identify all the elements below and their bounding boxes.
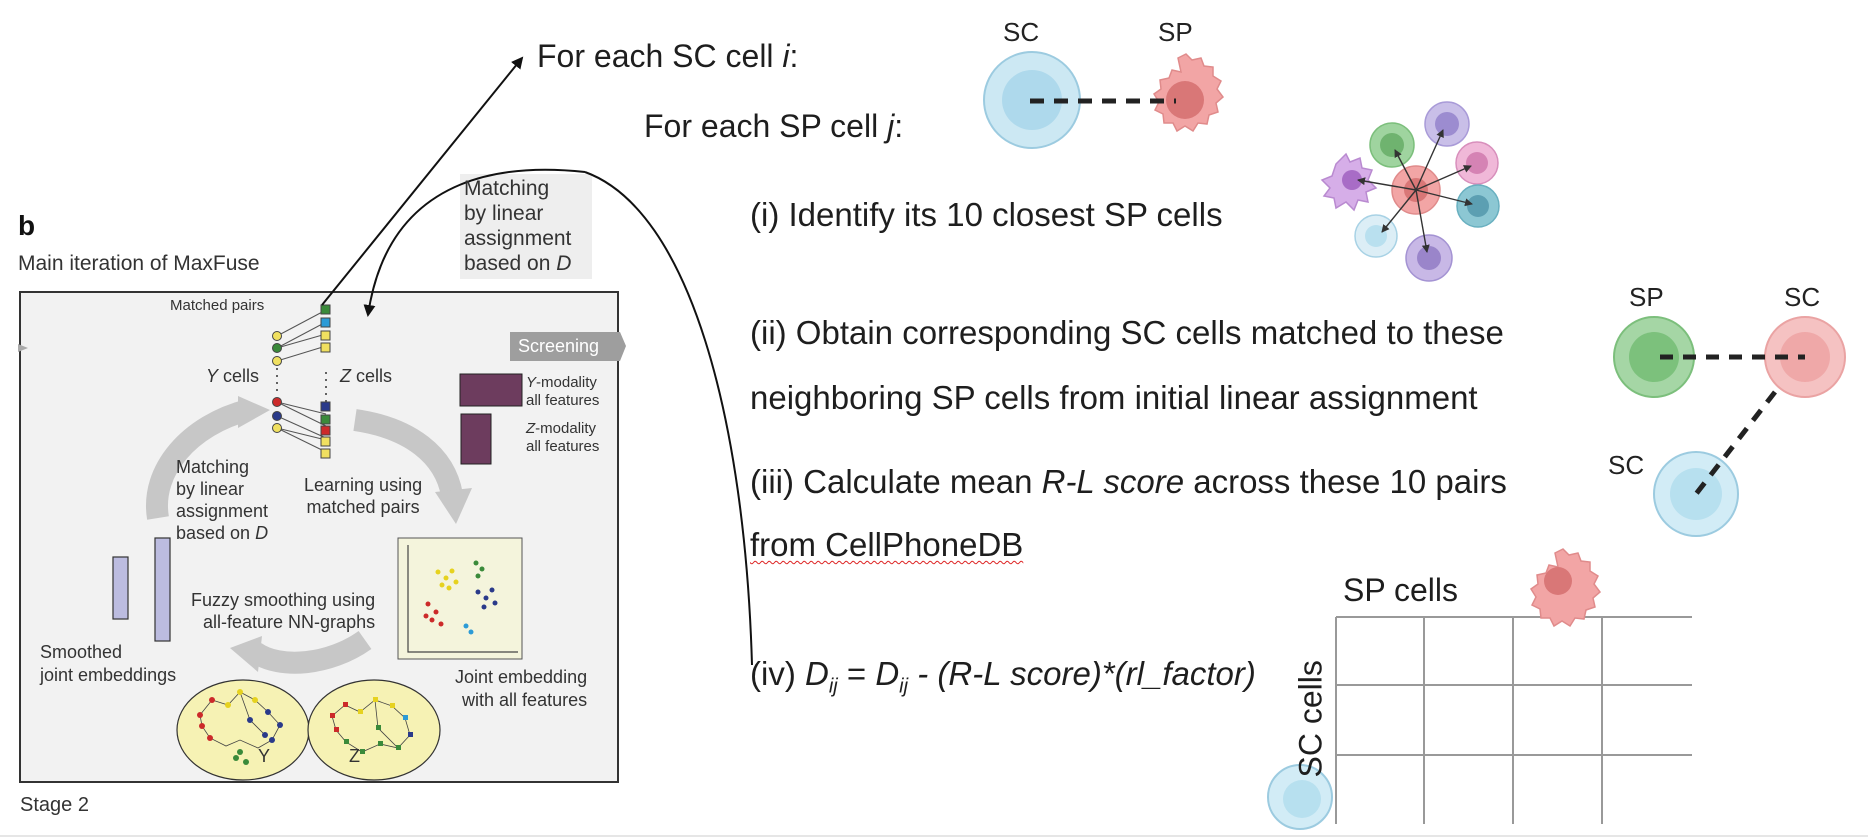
ellipse-y-graph [176, 679, 310, 781]
mid-sp-nucleus [1629, 332, 1679, 382]
step-ii-line1: (ii) Obtain corresponding SC cells match… [750, 314, 1504, 351]
matched-pairs-label: Matched pairs [170, 297, 265, 314]
smoothed-bar-2 [154, 537, 171, 642]
stage-label: Stage 2 [20, 794, 89, 816]
ellipse-z-label: Z [349, 746, 360, 766]
arrow-to-for-each-sc [321, 56, 524, 306]
callout-box [460, 174, 592, 279]
z-modality-block [460, 413, 492, 465]
bipartite-edges [276, 309, 327, 453]
neighbor-cluster [1320, 101, 1500, 282]
ellipse-z-graph [307, 679, 441, 781]
z-modality-label: Z-modality all features [526, 420, 600, 455]
grid-col-label: SP cells [1343, 572, 1459, 608]
screening-banner [510, 332, 626, 361]
step-i: (i) Identify its 10 closest SP cells [750, 196, 1223, 233]
smoothed-bar-1 [112, 556, 129, 620]
grid-sp-nucleus [1544, 567, 1572, 595]
neighbor-arrows [1357, 129, 1473, 253]
fuzzy-label: Fuzzy smoothing using all-feature NN-gra… [191, 590, 376, 632]
cycle-arrow-fuzzy [248, 630, 372, 674]
smoothed-label: Smoothed joint embeddings [40, 642, 177, 685]
mid-sp-label: SP [1629, 282, 1664, 312]
y-cells-column [272, 331, 282, 433]
cycle-arrow-learning [353, 409, 463, 498]
step-iv: (iv) Dij = Dij - (R-L score)*(rl_factor) [750, 655, 1256, 698]
nn-graph-y-nodes [197, 689, 283, 765]
cycle-arrowhead-learning-icon [435, 488, 472, 524]
top-sp-label: SP [1158, 17, 1193, 47]
grid-row-label: SC cells [1292, 660, 1329, 778]
cellphonedb-link[interactable]: from CellPhoneDB [750, 526, 1024, 563]
panel-left-arrow-icon [18, 344, 28, 352]
low-sc-label: SC [1608, 450, 1645, 480]
cycle-arrow-matching [146, 399, 252, 520]
grid-sc-nucleus [1283, 780, 1321, 818]
learning-label: Learning using matched pairs [304, 475, 423, 517]
z-cells-column [320, 304, 331, 459]
for-each-sp-heading: For each SP cell j: [644, 108, 904, 144]
y-modality-label: Y-modality all features [526, 374, 600, 409]
mid-sc-label: SC [1784, 282, 1821, 312]
top-sc-label: SC [1003, 17, 1040, 47]
cycle-arrowhead-matching-icon [238, 396, 270, 428]
low-sc-nucleus [1670, 468, 1722, 520]
y-cells-label: Y cells [206, 366, 260, 386]
callout-text: Matching by linear assignment based on D [464, 177, 572, 275]
joint-embedding-label: Joint embedding with all features [455, 667, 588, 710]
z-cells-label: Z cells [340, 366, 393, 386]
panel-letter: b [18, 210, 36, 241]
screening-label: Screening [518, 336, 600, 356]
step-iii-line1: (iii) Calculate mean R-L score across th… [750, 463, 1507, 500]
cycle-arrowhead-fuzzy-icon [230, 636, 262, 672]
nn-graph-z-nodes [330, 697, 413, 754]
joint-embedding-box [397, 537, 523, 660]
scatter-points [423, 560, 498, 635]
arrow-callout-to-matching [363, 168, 586, 317]
step-iii-line2: from CellPhoneDB [750, 526, 1023, 564]
matching-label: Matching by linear assignment based on D [176, 457, 269, 543]
score-grid [1335, 616, 1692, 824]
scatter-axes [407, 545, 518, 653]
arc-to-step-iv [584, 171, 753, 666]
top-sp-nucleus [1166, 81, 1204, 119]
for-each-sc-heading: For each SC cell i: [537, 38, 799, 74]
ellipse-y-label: Y [258, 746, 271, 766]
panel-title: Main iteration of MaxFuse [18, 252, 260, 275]
step-ii-line2: neighboring SP cells from initial linear… [750, 379, 1478, 416]
y-modality-block [459, 373, 523, 407]
